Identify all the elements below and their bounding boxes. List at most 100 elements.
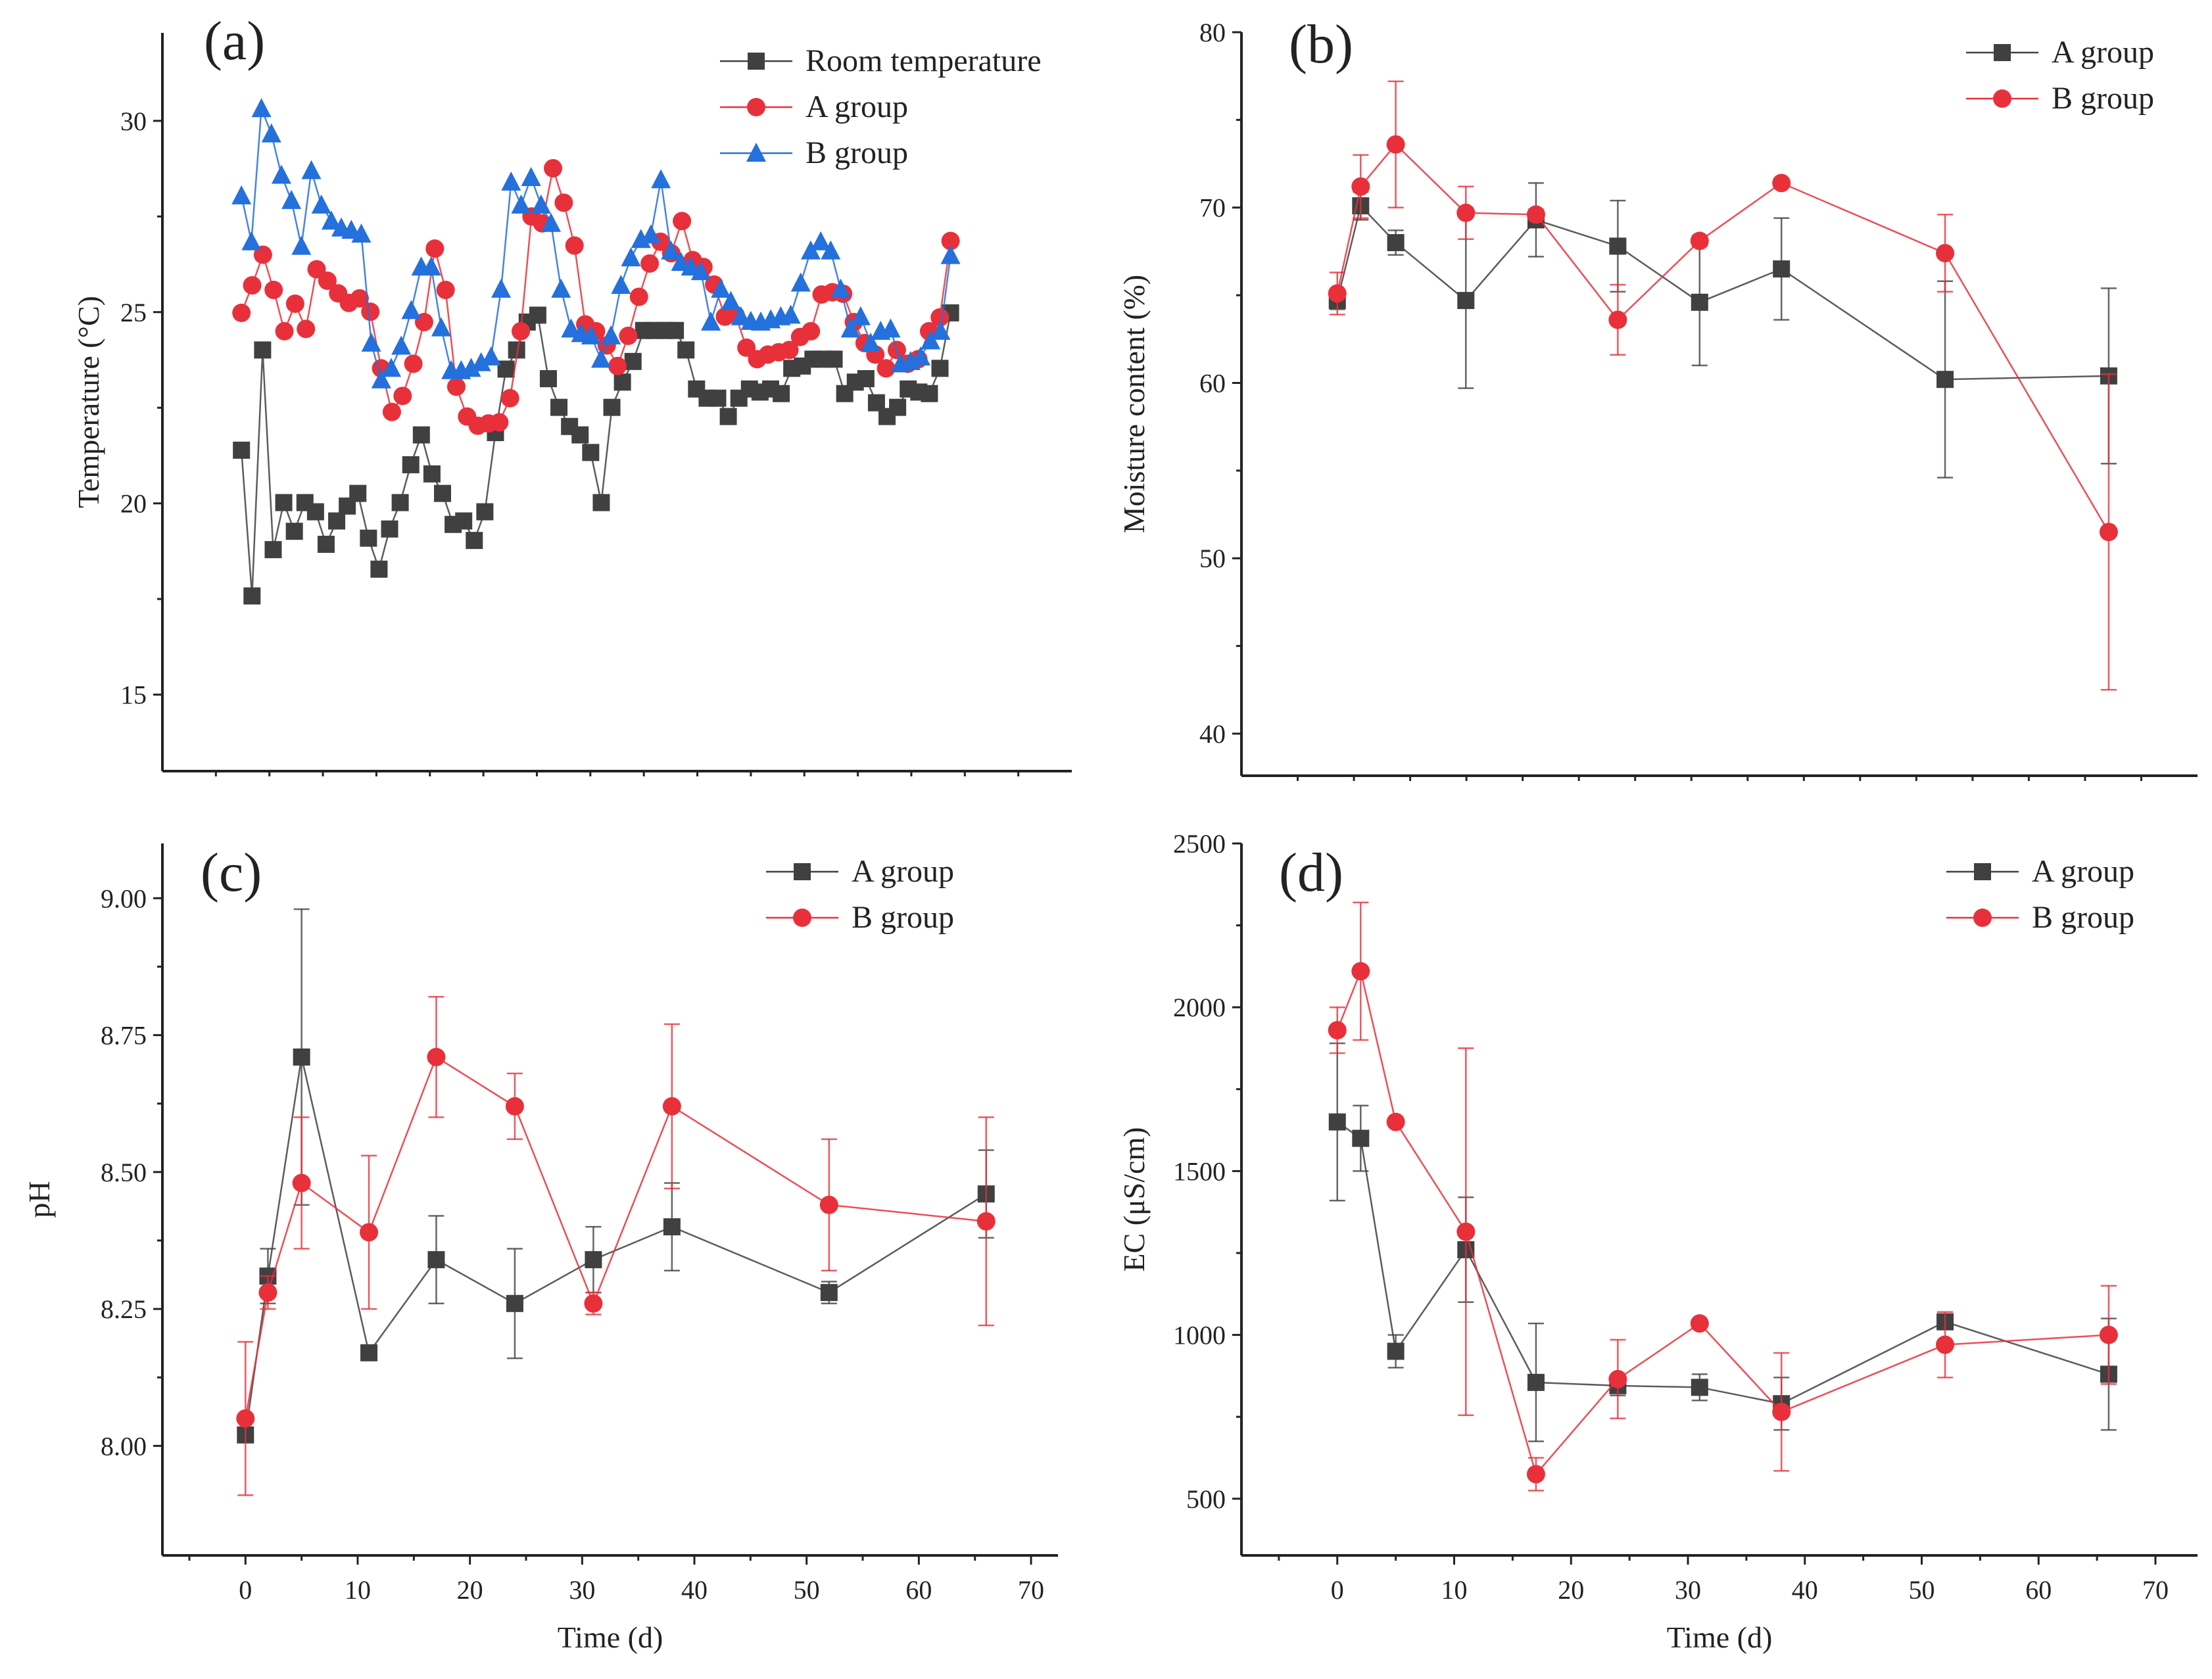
data-point [681,256,701,276]
y-tick-label: 40 [1199,719,1226,749]
data-point [318,272,337,291]
data-point [370,560,388,578]
data-point [1608,1369,1627,1388]
data-point [271,164,291,184]
data-point [677,341,695,359]
series-a-group [237,908,995,1444]
data-point [2099,1325,2118,1344]
data-point [857,370,875,388]
data-point [471,352,491,371]
data-point [427,1251,445,1269]
data-point [2099,523,2118,542]
data-point [1608,310,1627,329]
data-point [830,278,851,298]
y-axis-title: pH [22,1181,56,1218]
data-point [321,210,341,230]
series-line [1336,968,2109,1476]
data-point [701,311,721,331]
legend-marker [748,53,765,70]
data-point [404,354,423,373]
y-tick-label: 8.00 [101,1431,147,1461]
x-axis-title: Time (d) [558,1620,663,1654]
y-tick-label: 8.75 [101,1021,147,1051]
data-point [231,185,252,204]
series-line [1337,1121,2109,1405]
data-point [297,319,316,339]
data-point [261,123,281,143]
legend-label: A group [2052,35,2154,70]
data-point [941,231,960,250]
data-point [431,317,451,337]
data-point [1936,1335,1955,1354]
data-point [285,294,304,313]
series-line [245,1056,986,1419]
data-point [930,308,950,327]
data-point [1527,1373,1545,1391]
data-point [1387,1342,1405,1360]
x-tick-label: 70 [2142,1575,2169,1605]
data-point [243,276,262,295]
data-point [1328,1113,1346,1131]
data-point [889,398,907,416]
data-point [611,275,631,295]
x-tick-label: 50 [1909,1575,1935,1605]
x-axis-title: Time (d) [1667,1620,1773,1654]
data-point [663,1218,681,1236]
data-point [601,325,621,344]
data-point [1691,293,1708,311]
data-point [592,494,610,511]
data-point [640,224,661,244]
series-a-group [1328,182,2117,479]
data-point [293,1048,310,1066]
data-point [381,358,402,377]
data-point [264,541,282,559]
x-tick-label: 20 [457,1575,483,1605]
data-point [773,385,790,402]
data-point [550,398,568,416]
panel-label: (c) [201,842,262,903]
data-point [721,291,741,310]
series-b-group [1328,80,2118,691]
data-point [1526,1465,1545,1484]
data-point [360,1223,379,1242]
y-tick-label: 15 [120,680,147,710]
data-point [825,350,843,368]
data-point [1386,1112,1405,1131]
data-point [621,247,641,267]
data-point [608,356,627,375]
data-point [585,1251,602,1269]
legend-entry: A group [1966,35,2154,70]
data-point [466,532,483,550]
data-point [662,1097,681,1116]
data-point [233,441,251,459]
data-point [640,254,660,273]
data-point [1351,177,1370,196]
series-line [1336,204,2109,381]
legend-label: B group [2052,81,2154,116]
data-point [921,330,941,350]
data-point [531,194,551,214]
data-point [940,245,961,264]
data-point [603,398,621,416]
data-point [880,318,901,338]
data-point [976,1212,996,1231]
data-point [1386,135,1405,154]
data-point [307,260,326,279]
data-point [393,387,412,406]
data-point [317,535,335,553]
data-point [802,321,821,341]
data-point [402,456,420,473]
data-point [512,321,531,341]
data-point [236,1409,255,1428]
data-point [619,326,638,345]
chart-panel-b: 40 50 60 70 80 Moisture content (%) (b) A group… [1117,14,2198,781]
data-point [790,272,811,292]
chart-panel-a: 15 20 25 30 Temperature (°C) (a) Room temperat… [72,11,1072,776]
data-point [911,346,931,366]
series-b-group [236,996,996,1496]
data-point [361,302,380,321]
data-point [539,370,557,388]
panel-label: (d) [1279,842,1343,903]
data-point [455,512,473,530]
